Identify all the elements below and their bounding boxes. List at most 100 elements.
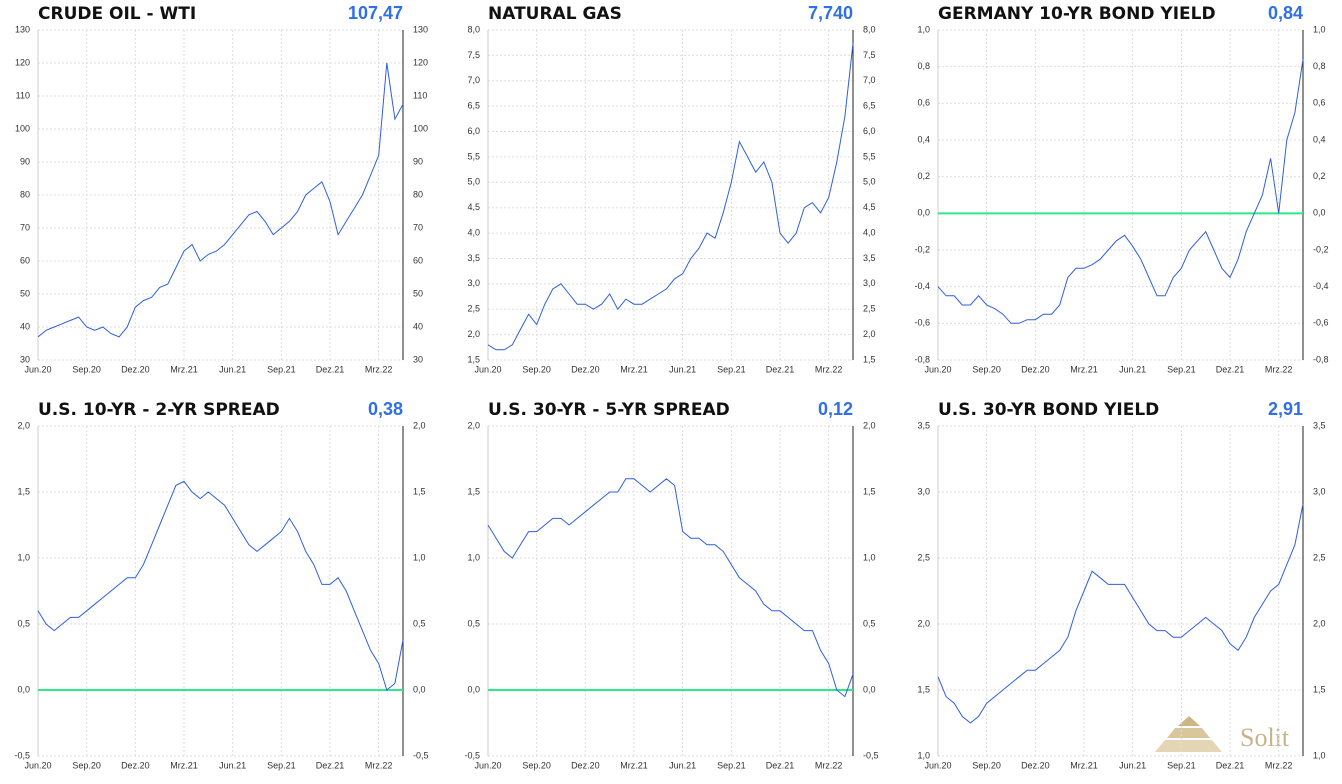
y-tick-label: 0,5 [467,618,480,628]
y2-tick-label: 0,5 [413,618,426,628]
x-tick-label: Dez.21 [766,364,795,374]
y2-tick-label: 1,0 [863,552,876,562]
y-tick-label: -0,5 [14,750,30,760]
y2-tick-label: 3,5 [863,253,876,263]
y2-tick-label: 70 [413,222,423,232]
y-tick-label: 0,0 [467,684,480,694]
y2-tick-label: 4,5 [863,202,876,212]
y2-tick-label: 7,0 [863,75,876,85]
y2-tick-label: 3,5 [1313,420,1326,430]
y-tick-label: 2,5 [467,304,480,314]
x-tick-label: Sep.20 [72,364,101,374]
x-tick-label: Jun.21 [669,760,696,770]
y-tick-label: 100 [15,123,30,133]
y2-tick-label: 0,0 [1313,208,1326,218]
y-tick-label: 7,0 [467,75,480,85]
y-tick-label: 2,5 [917,552,930,562]
x-tick-label: Sep.21 [267,760,296,770]
x-tick-label: Jun.21 [219,364,246,374]
y2-tick-label: 30 [413,354,423,364]
y-tick-label: 3,5 [467,253,480,263]
y2-tick-label: 2,0 [413,420,426,430]
y2-tick-label: -0,5 [413,750,429,760]
chart-title: U.S. 30-YR BOND YIELD [938,400,1159,420]
data-line [487,43,854,351]
y-tick-label: 60 [20,255,30,265]
y-tick-label: 3,5 [917,420,930,430]
y-tick-label: 110 [16,90,30,100]
chart-title: NATURAL GAS [488,4,622,24]
chart-title: CRUDE OIL - WTI [38,4,196,24]
y-tick-label: 1,5 [917,684,930,694]
x-tick-label: Sep.20 [72,760,101,770]
y-tick-label: 4,0 [467,227,480,237]
x-tick-label: Mrz.22 [365,760,393,770]
y-tick-label: 0,2 [917,171,930,181]
current-value: 7,740 [808,3,853,23]
y2-tick-label: 1,5 [863,354,876,364]
y-tick-label: 8,0 [467,24,480,34]
y-tick-label: 5,0 [467,177,480,187]
y2-tick-label: 0,2 [1313,171,1326,181]
y-tick-label: 6,5 [467,101,480,111]
y-tick-label: 2,0 [17,420,30,430]
logo: Solit [1155,716,1290,752]
x-tick-label: Dez.20 [1021,364,1050,374]
y2-tick-label: 0,0 [413,684,426,694]
x-tick-label: Mrz.21 [170,760,198,770]
x-tick-label: Mrz.21 [1070,760,1098,770]
y-tick-label: 0,5 [17,618,30,628]
x-tick-label: Sep.20 [972,364,1001,374]
logo-text: Solit [1240,723,1290,752]
y2-tick-label: 2,0 [863,329,876,339]
x-tick-label: Dez.20 [121,364,150,374]
x-tick-label: Mrz.21 [170,364,198,374]
y-tick-label: -0,2 [914,244,930,254]
x-tick-label: Jun.20 [474,364,501,374]
data-line [37,62,404,338]
x-tick-label: Jun.20 [924,364,951,374]
x-tick-label: Jun.20 [24,364,51,374]
x-tick-label: Dez.21 [1216,760,1245,770]
y-tick-label: 50 [20,288,30,298]
x-tick-label: Jun.20 [924,760,951,770]
y2-tick-label: -0,8 [1313,354,1329,364]
y-tick-label: -0,5 [464,750,480,760]
x-tick-label: Sep.20 [522,364,551,374]
y-tick-label: 5,5 [467,151,480,161]
y2-tick-label: 2,0 [863,420,876,430]
x-tick-label: Sep.21 [267,364,296,374]
y2-tick-label: 6,5 [863,101,876,111]
y2-tick-label: -0,4 [1313,281,1329,291]
x-tick-label: Jun.21 [219,760,246,770]
y2-tick-label: 90 [413,156,423,166]
y2-tick-label: -0,6 [1313,318,1329,328]
y-tick-label: 90 [20,156,30,166]
x-tick-label: Dez.21 [1216,364,1245,374]
y-tick-label: 6,0 [467,126,480,136]
y2-tick-label: 2,5 [1313,552,1326,562]
x-tick-label: Dez.20 [571,364,600,374]
x-tick-label: Jun.21 [1119,760,1146,770]
y2-tick-label: 0,5 [863,618,876,628]
y-tick-label: 0,0 [917,208,930,218]
current-value: 0,38 [368,399,403,419]
y-tick-label: 30 [20,354,30,364]
x-tick-label: Sep.21 [1167,760,1196,770]
current-value: 107,47 [348,3,403,23]
x-tick-label: Dez.21 [766,760,795,770]
y-tick-label: 3,0 [917,486,930,496]
y-tick-label: 120 [15,57,30,67]
x-tick-label: Dez.20 [121,760,150,770]
x-tick-label: Jun.21 [1119,364,1146,374]
y2-tick-label: 1,5 [1313,684,1326,694]
y-tick-label: 0,4 [917,134,930,144]
x-tick-label: Mrz.22 [365,364,393,374]
y-tick-label: 3,0 [467,278,480,288]
y2-tick-label: 100 [413,123,428,133]
y-tick-label: -0,4 [914,281,930,291]
x-tick-label: Jun.20 [474,760,501,770]
y2-tick-label: 2,5 [863,304,876,314]
y-tick-label: 4,5 [467,202,480,212]
